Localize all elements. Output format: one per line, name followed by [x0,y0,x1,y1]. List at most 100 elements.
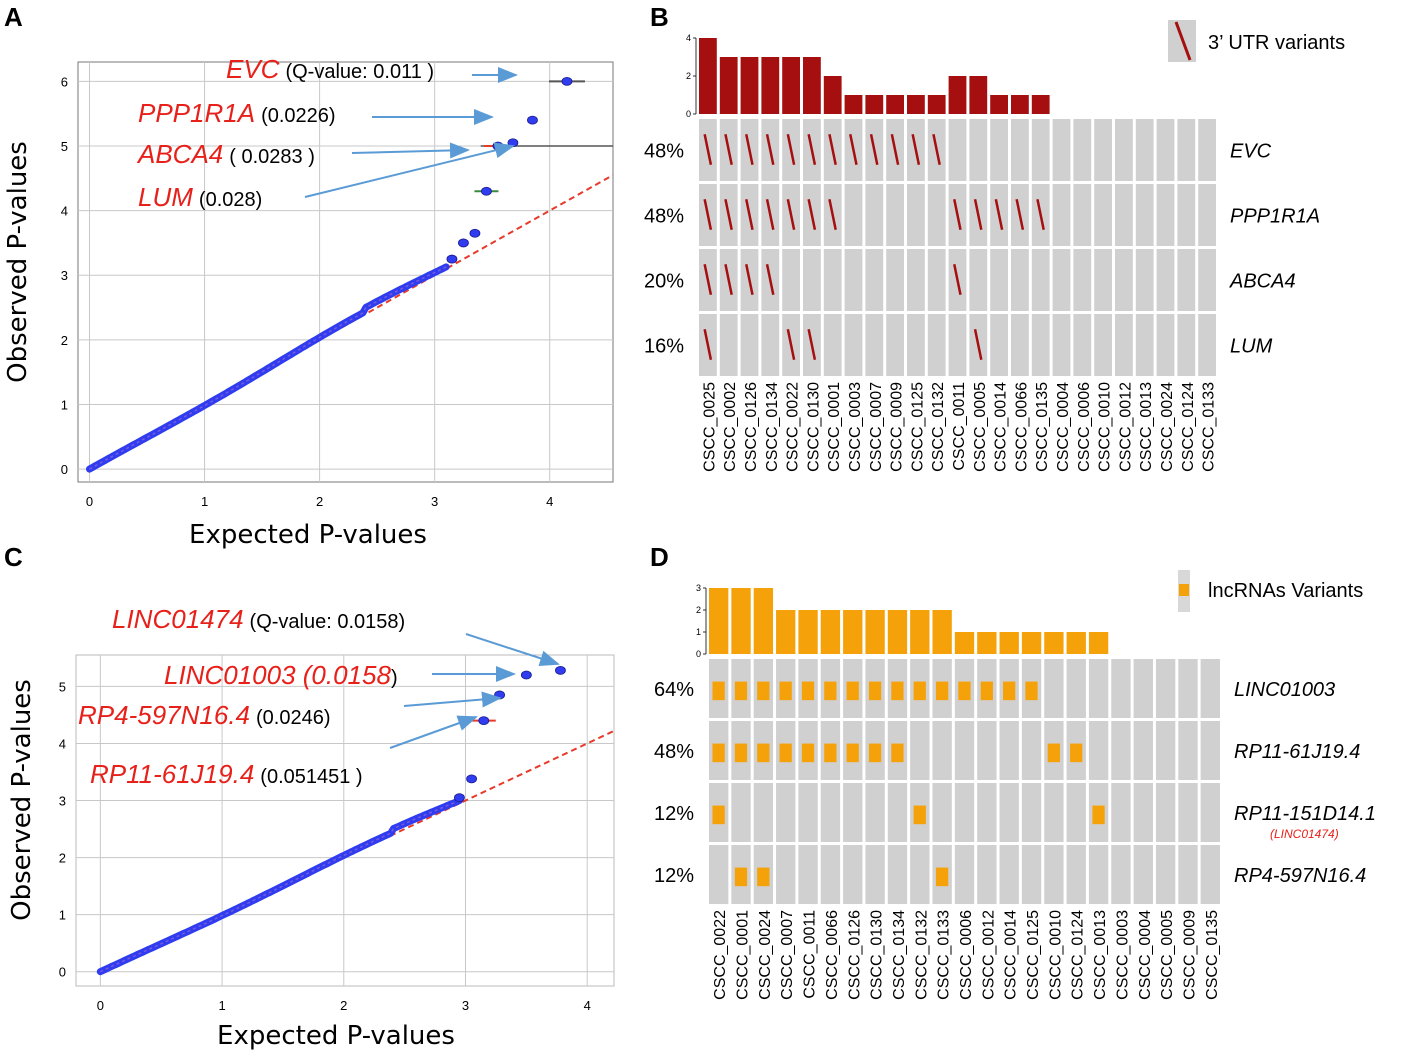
x-axis-label-a: Expected P-values [189,520,427,550]
annotation-gene: PPP1R1A [138,98,255,128]
qq-plot-c: 0 1 2 3 4 0 1 2 3 4 5 [59,654,615,1013]
variant-mark [807,133,817,166]
arrow-rp4-597n16 [403,691,502,708]
variant-mark [786,328,796,361]
variant-mark [935,681,949,701]
heatmap-tile [1177,119,1196,181]
sample-label: CSCC_0130 [869,910,886,1000]
sample-label: CSCC_0003 [1114,910,1131,1000]
row-percent: 64% [654,679,694,701]
row-gene-label: EVC [1230,141,1272,163]
row-gene-label: RP4-597N16.4 [1234,865,1366,887]
sample-label: CSCC_0024 [1159,382,1176,472]
heatmap-tile [932,783,952,842]
row-percent: 20% [644,271,684,293]
row-percent: 12% [654,865,694,887]
row-percent: 12% [654,803,694,825]
heatmap-tile [1111,721,1131,780]
heatmap-tile [1094,119,1112,181]
variant-mark [932,133,941,166]
heatmap-tile [969,119,988,181]
variant-mark [828,133,837,166]
count-bar [990,95,1008,114]
y-tick-label: 0 [61,462,68,477]
count-bar [776,610,796,654]
count-bar [954,632,975,654]
heatmap-tile [1044,845,1064,904]
heatmap-tile [969,249,988,311]
qq-top-point [561,76,573,86]
x-tick-label: 3 [431,494,438,509]
qq-top-point [520,670,532,680]
count-bar [843,610,863,654]
heatmap-tile [1200,845,1220,904]
count-bar [1088,632,1109,654]
heatmap-tile [1133,845,1153,904]
heatmap-tile [1073,249,1092,311]
heatmap-tile [1066,659,1086,718]
variant-mark [724,263,733,296]
heatmap-tile [1115,249,1133,311]
qq-top-point [555,666,566,675]
heatmap-tile [990,249,1008,311]
sample-label: CSCC_0132 [930,382,947,472]
heatmap-tile [1178,721,1198,780]
heatmap-tile [1156,314,1175,376]
heatmap-tile [910,721,930,780]
heatmap-tile [927,249,946,311]
count-bar [753,588,774,654]
heatmap-tile [910,845,930,904]
heatmap-tile [1198,314,1216,376]
heatmap-tile [1198,184,1216,246]
sample-label: CSCC_0126 [846,910,863,1000]
row-gene-sublabel: (LINC01474) [1270,827,1339,841]
heatmap-tile [1111,845,1131,904]
sample-label: CSCC_0022 [785,382,802,472]
heatmap-tile [1073,314,1092,376]
sample-label: CSCC_0006 [1076,382,1093,472]
count-bar [1021,632,1042,654]
heatmap-tile [1156,119,1175,181]
variant-mark [868,743,882,763]
variant-mark [868,681,882,701]
variant-mark [779,681,792,701]
heatmap-tile [1052,119,1071,181]
heatmap-tile [977,783,997,842]
annotation-qvalue: (0.028) [199,189,262,211]
annotation-rp4-597n16: RP4-597N16.4 (0.0246) [78,700,331,730]
count-bar [820,610,841,654]
y-tick-label: 5 [59,679,66,694]
row-gene-label: LUM [1230,336,1273,358]
variant-mark [973,328,983,361]
heatmap-tile [740,314,759,376]
annotation-linc01003: LINC01003 (0.0158) [164,660,398,690]
variant-mark [994,198,1004,231]
variant-mark [911,133,921,166]
heatmap-tile [1031,119,1050,181]
heatmap-tile [1133,659,1153,718]
oncoplot-b: 0 2 4 48% EVC 48% PPP1R1A 20% ABCA4 16% LUM CSCC_00… [644,33,1320,472]
count-bar [910,610,930,654]
sample-label: CSCC_0002 [722,382,739,472]
heatmap-tile [782,249,800,311]
variant-mark [801,743,815,763]
variant-mark [801,681,815,701]
sample-label: CSCC_0130 [805,382,822,472]
heatmap-tile [1155,845,1176,904]
heatmap-tile [1155,721,1176,780]
variant-mark [779,743,792,763]
variant-mark [786,198,796,231]
variant-mark [824,743,837,763]
variant-mark [757,743,770,763]
heatmap-tile [1011,249,1029,311]
annotation-qvalue: (Q-value: 0.011 ) [285,61,434,83]
heatmap-tile [843,783,863,842]
heatmap-tile [977,721,997,780]
count-bar [803,57,821,114]
y-axis-label-a: Observed P-values [3,141,33,383]
arrow-lum [304,142,515,198]
variant-mark [745,263,754,296]
x-tick-label: 0 [86,494,93,509]
heatmap-tile [1115,314,1133,376]
heatmap-tile [1135,249,1154,311]
